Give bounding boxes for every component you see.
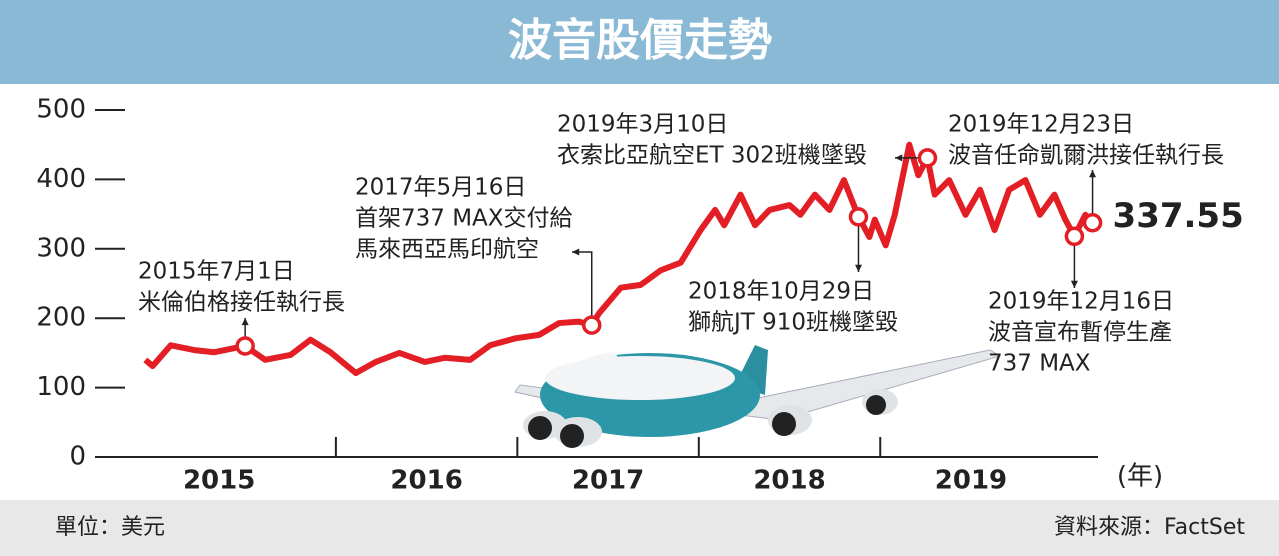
annotation-text: 馬來西亞馬印航空 (355, 237, 539, 263)
airplane (514, 345, 1002, 448)
value-label: 337.55 (1113, 196, 1244, 236)
annotation-text: 2017年5月16日 (355, 175, 526, 201)
annotation-arrowhead (241, 317, 249, 326)
x-tick-label: 2018 (753, 466, 825, 496)
annotation-text: 衣索比亞航空ET 302班機墜毀 (557, 143, 867, 169)
x-tick-label: 2015 (183, 466, 255, 496)
title-band (0, 0, 1279, 84)
footer-band (0, 500, 1279, 556)
x-axis-label: (年) (1117, 462, 1163, 492)
y-tick-label: 500 (36, 95, 86, 125)
annotation-arrowhead (855, 264, 862, 272)
annotation-text: 2019年12月23日 (948, 112, 1134, 138)
y-tick-label: 300 (36, 233, 86, 263)
source: 資料來源：FactSet (1054, 515, 1245, 540)
chart-title: 波音股價走勢 (508, 15, 772, 66)
annotation-text: 2015年7月1日 (138, 259, 295, 285)
x-tick-label: 2017 (572, 466, 644, 496)
y-tick-label: 0 (69, 442, 86, 472)
annotation-arrowhead (895, 154, 903, 162)
annotation-text: 首架737 MAX交付給 (355, 206, 573, 232)
event-marker (1064, 226, 1085, 247)
x-tick-label: 2019 (935, 466, 1007, 496)
event-marker (848, 207, 869, 227)
x-tick-label: 2016 (390, 466, 462, 496)
annotation-text: 737 MAX (988, 351, 1091, 377)
y-tick-label: 400 (36, 164, 86, 194)
price-line (143, 141, 1095, 377)
annotation-text: 2019年12月16日 (988, 289, 1174, 315)
annotation-arrowhead (572, 248, 580, 256)
event-marker (1082, 212, 1103, 233)
annotation-text: 獅航JT 910班機墜毀 (688, 310, 898, 336)
unit-note: 單位：美元 (55, 515, 165, 540)
annotation-text: 波音任命凱爾洪接任執行長 (948, 143, 1224, 169)
annotation-arrowhead (1089, 170, 1097, 178)
y-tick-label: 200 (36, 303, 86, 333)
y-tick-label: 100 (36, 372, 86, 402)
event-marker (235, 336, 255, 356)
event-marker (917, 148, 938, 168)
annotation-text: 波音宣布暫停生產 (988, 320, 1172, 346)
annotation-text: 2018年10月29日 (688, 279, 874, 305)
event-marker (581, 315, 602, 335)
annotation-arrowhead (1070, 280, 1078, 288)
annotation-text: 2019年3月10日 (557, 112, 728, 138)
annotation-text: 米倫伯格接任執行長 (138, 290, 345, 316)
